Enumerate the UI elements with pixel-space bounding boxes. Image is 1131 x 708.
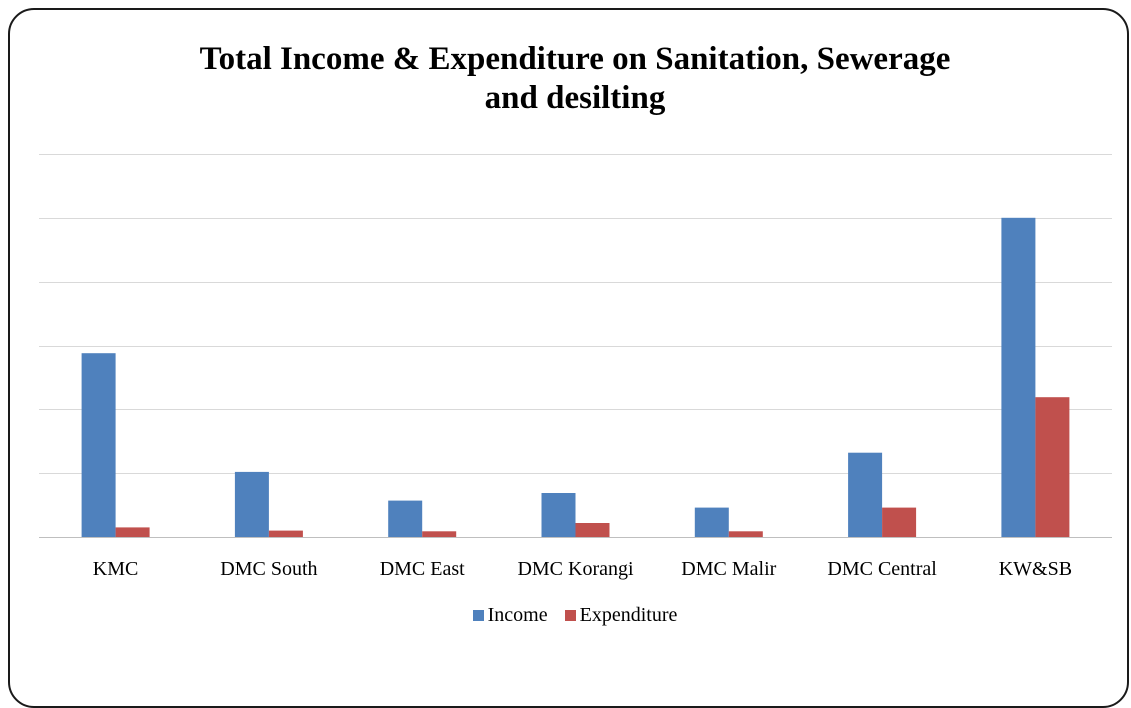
bar-income-6 bbox=[1001, 217, 1036, 538]
chart-title-line-1: Total Income & Expenditure on Sanitation… bbox=[199, 41, 951, 77]
bar-expenditure-3 bbox=[575, 523, 610, 537]
legend-swatch-expenditure bbox=[564, 610, 576, 621]
bars bbox=[81, 217, 1070, 538]
bar-income-5 bbox=[848, 452, 883, 537]
category-label: DMC Malir bbox=[681, 558, 776, 580]
category-label: DMC Korangi bbox=[517, 558, 634, 580]
legend-swatch-income bbox=[472, 610, 484, 621]
category-label: KMC bbox=[93, 558, 139, 580]
legend: Income Expenditure bbox=[0, 604, 1131, 627]
category-label: KW&SB bbox=[999, 558, 1072, 580]
gridlines bbox=[39, 154, 1112, 538]
category-label: DMC East bbox=[380, 558, 465, 580]
bar-expenditure-0 bbox=[115, 527, 150, 537]
bar-expenditure-6 bbox=[1035, 397, 1070, 537]
legend-label-expenditure: Expenditure bbox=[579, 604, 678, 626]
category-label: DMC South bbox=[220, 558, 317, 580]
bar-chart-plot: KMC DMC South DMC East DMC Korangi DMC Malir… bbox=[39, 154, 1112, 580]
chart-title-line-2: and desilting bbox=[484, 80, 666, 116]
legend-label-income: Income bbox=[487, 604, 548, 626]
category-labels: KMC DMC South DMC East DMC Korangi DMC Malir… bbox=[93, 558, 1072, 580]
bar-expenditure-2 bbox=[422, 531, 457, 537]
category-label: DMC Central bbox=[827, 558, 937, 580]
bar-expenditure-5 bbox=[882, 507, 917, 537]
bar-expenditure-4 bbox=[728, 531, 763, 537]
legend-item-income: Income bbox=[472, 604, 548, 627]
bar-expenditure-1 bbox=[268, 530, 303, 537]
legend-item-expenditure: Expenditure bbox=[564, 604, 678, 627]
bar-income-0 bbox=[81, 353, 116, 537]
chart-title: Total Income & Expenditure on Sanitation… bbox=[0, 40, 1131, 118]
bar-income-3 bbox=[541, 493, 576, 537]
bar-income-1 bbox=[234, 471, 269, 537]
bar-income-2 bbox=[388, 500, 423, 537]
bar-income-4 bbox=[694, 507, 729, 537]
chart-frame bbox=[8, 8, 1129, 708]
